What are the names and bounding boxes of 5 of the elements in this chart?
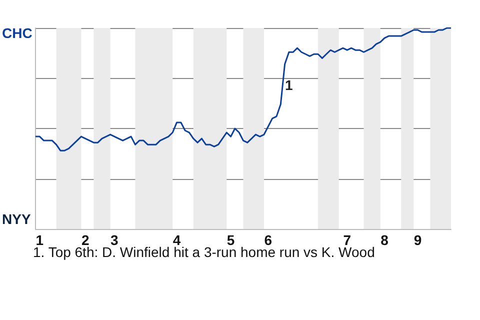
text: NYY	[2, 211, 32, 227]
x-tick-label: 8	[380, 232, 389, 248]
x-tick-label: 9	[414, 232, 422, 248]
annotation: 1	[285, 77, 293, 93]
text: CHC	[2, 25, 32, 41]
